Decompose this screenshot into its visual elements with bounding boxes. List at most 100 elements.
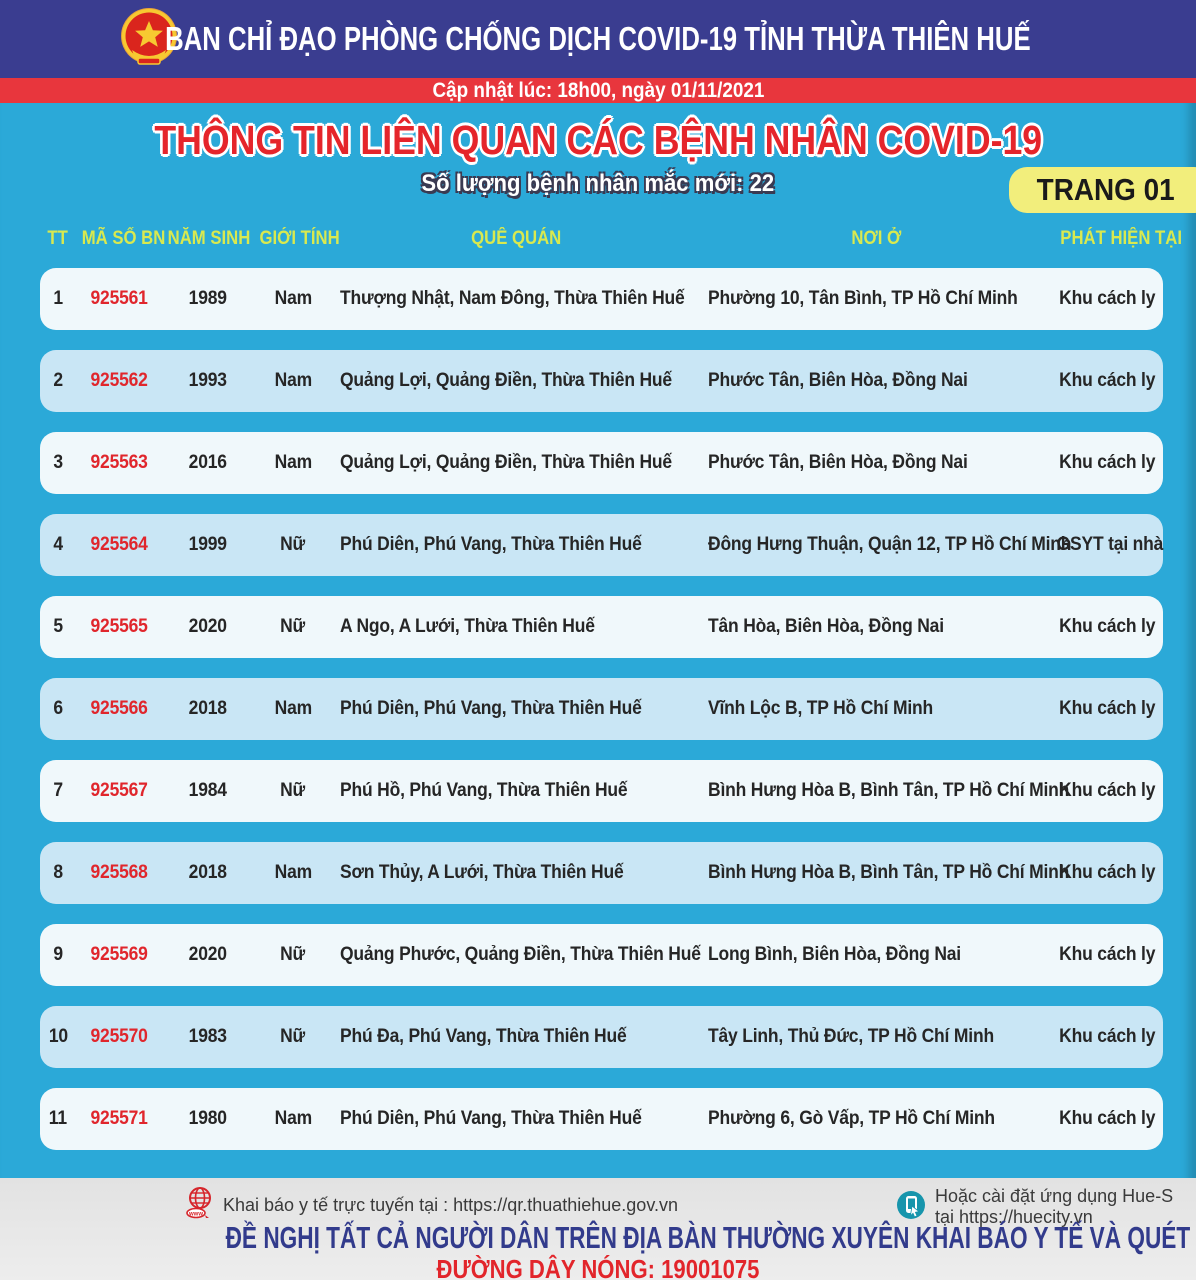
gender: Nữ [280, 944, 306, 965]
residence: Bình Hưng Hòa B, Bình Tân, TP Hồ Chí Min… [708, 780, 1070, 801]
hotline-text: ĐƯỜNG DÂY NÓNG: 19001075 [436, 1254, 760, 1280]
row-index: 2 [53, 370, 63, 391]
gender: Nam [274, 1108, 312, 1129]
detected-at: Khu cách ly [1059, 370, 1156, 391]
update-banner: Cập nhật lúc: 18h00, ngày 01/11/2021 [0, 78, 1196, 103]
residence: Tân Hòa, Biên Hòa, Đồng Nai [708, 616, 944, 637]
hometown: Sơn Thủy, A Lưới, Thừa Thiên Huế [340, 862, 624, 883]
gender: Nữ [280, 616, 306, 637]
health-declaration-text: Khai báo y tế trực tuyến tại : https://q… [223, 1195, 678, 1215]
row-index: 10 [48, 1026, 68, 1047]
residence: Long Bình, Biên Hòa, Đồng Nai [708, 944, 961, 965]
public-notice-text: ĐỀ NGHỊ TẤT CẢ NGƯỜI DÂN TRÊN ĐỊA BÀN TH… [225, 1220, 1196, 1255]
hometown: Quảng Lợi, Quảng Điền, Thừa Thiên Huế [340, 452, 672, 473]
hometown: Thượng Nhật, Nam Đông, Thừa Thiên Huế [340, 288, 685, 309]
top-header: BAN CHỈ ĐẠO PHÒNG CHỐNG DỊCH COVID-19 TỈ… [0, 0, 1196, 78]
gender: Nữ [280, 1026, 306, 1047]
detected-at: Khu cách ly [1059, 452, 1156, 473]
table-row: 2 925562 1993 Nam Quảng Lợi, Quảng Điền,… [40, 350, 1163, 412]
patient-code: 925562 [90, 370, 148, 391]
health-declaration-link: www Khai báo y tế trực tuyến tại : https… [186, 1186, 678, 1225]
page-number-badge: TRANG 01 [1008, 167, 1196, 213]
col-header-gender: GIỚI TÍNH [259, 228, 340, 249]
birth-year: 1993 [188, 370, 228, 391]
col-header-detected: PHÁT HIỆN TẠI [1060, 228, 1182, 249]
row-index: 11 [48, 1108, 68, 1129]
table-row: 10 925570 1983 Nữ Phú Đa, Phú Vang, Thừa… [40, 1006, 1163, 1068]
patient-code: 925564 [90, 534, 148, 555]
hometown: A Ngo, A Lưới, Thừa Thiên Huế [340, 616, 595, 637]
page-title: THÔNG TIN LIÊN QUAN CÁC BỆNH NHÂN COVID-… [0, 117, 1196, 164]
detected-at: Khu cách ly [1059, 288, 1156, 309]
update-banner-text: Cập nhật lúc: 18h00, ngày 01/11/2021 [432, 78, 764, 102]
col-header-residence: NƠI Ở [851, 228, 901, 249]
hometown: Phú Hồ, Phú Vang, Thừa Thiên Huế [340, 780, 628, 801]
gender: Nam [274, 452, 312, 473]
page-title-text: THÔNG TIN LIÊN QUAN CÁC BỆNH NHÂN COVID-… [154, 117, 1042, 163]
globe-www-icon: www [186, 1186, 214, 1225]
hometown: Phú Diên, Phú Vang, Thừa Thiên Huế [340, 698, 642, 719]
org-title-text: BAN CHỈ ĐẠO PHÒNG CHỐNG DỊCH COVID-19 TỈ… [165, 20, 1031, 57]
birth-year: 2020 [188, 944, 228, 965]
hue-s-app-link: Hoặc cài đặt ứng dụng Hue-S tại https://… [896, 1186, 1196, 1228]
detected-at: Khu cách ly [1059, 1026, 1156, 1047]
hue-s-app-icon [896, 1190, 926, 1225]
row-index: 5 [53, 616, 63, 637]
detected-at: GSYT tại nhà [1056, 534, 1164, 555]
patient-code: 925567 [90, 780, 148, 801]
footer: www Khai báo y tế trực tuyến tại : https… [0, 1178, 1196, 1280]
patient-code: 925568 [90, 862, 148, 883]
row-index: 7 [53, 780, 63, 801]
detected-at: Khu cách ly [1059, 780, 1156, 801]
birth-year: 2020 [188, 616, 228, 637]
patient-code: 925565 [90, 616, 148, 637]
residence: Đông Hưng Thuận, Quận 12, TP Hồ Chí Minh [708, 534, 1072, 555]
col-header-tt: TT [47, 228, 69, 249]
residence: Phước Tân, Biên Hòa, Đồng Nai [708, 370, 968, 391]
col-header-birthyear: NĂM SINH [167, 228, 251, 249]
new-cases-subtitle: Số lượng bệnh nhân mắc mới: 22 [0, 170, 1196, 198]
row-index: 9 [53, 944, 63, 965]
residence: Bình Hưng Hòa B, Bình Tân, TP Hồ Chí Min… [708, 862, 1070, 883]
detected-at: Khu cách ly [1059, 862, 1156, 883]
table-row: 9 925569 2020 Nữ Quảng Phước, Quảng Điền… [40, 924, 1163, 986]
page-number-text: TRANG 01 [1036, 172, 1175, 207]
col-header-hometown: QUÊ QUÁN [470, 228, 562, 249]
hometown: Phú Đa, Phú Vang, Thừa Thiên Huế [340, 1026, 627, 1047]
patient-code: 925566 [90, 698, 148, 719]
row-index: 3 [53, 452, 63, 473]
row-index: 1 [53, 288, 63, 309]
gender: Nam [274, 698, 312, 719]
gender: Nữ [280, 534, 306, 555]
birth-year: 1983 [188, 1026, 228, 1047]
detected-at: Khu cách ly [1059, 616, 1156, 637]
new-cases-subtitle-text: Số lượng bệnh nhân mắc mới: 22 [421, 170, 775, 197]
patient-code: 925570 [90, 1026, 148, 1047]
birth-year: 2018 [188, 862, 228, 883]
org-title: BAN CHỈ ĐẠO PHÒNG CHỐNG DỊCH COVID-19 TỈ… [43, 20, 1153, 58]
birth-year: 1999 [188, 534, 228, 555]
table-row: 11 925571 1980 Nam Phú Diên, Phú Vang, T… [40, 1088, 1163, 1150]
hometown: Phú Diên, Phú Vang, Thừa Thiên Huế [340, 1108, 642, 1129]
patient-code: 925571 [90, 1108, 148, 1129]
patient-code: 925561 [90, 288, 148, 309]
residence: Tây Linh, Thủ Đức, TP Hồ Chí Minh [708, 1026, 994, 1047]
birth-year: 1980 [188, 1108, 228, 1129]
hometown: Quảng Phước, Quảng Điền, Thừa Thiên Huế [340, 944, 701, 965]
table-row: 1 925561 1989 Nam Thượng Nhật, Nam Đông,… [40, 268, 1163, 330]
row-index: 8 [53, 862, 63, 883]
col-header-code: MÃ SỐ BN [81, 228, 166, 249]
public-notice: ĐỀ NGHỊ TẤT CẢ NGƯỜI DÂN TRÊN ĐỊA BÀN TH… [0, 1220, 1196, 1256]
patient-table-body: 1 925561 1989 Nam Thượng Nhật, Nam Đông,… [40, 268, 1163, 1170]
gender: Nữ [280, 780, 306, 801]
residence: Phước Tân, Biên Hòa, Đồng Nai [708, 452, 968, 473]
table-row: 4 925564 1999 Nữ Phú Diên, Phú Vang, Thừ… [40, 514, 1163, 576]
gender: Nam [274, 288, 312, 309]
detected-at: Khu cách ly [1059, 1108, 1156, 1129]
patient-code: 925569 [90, 944, 148, 965]
residence: Vĩnh Lộc B, TP Hồ Chí Minh [708, 698, 934, 719]
birth-year: 1984 [188, 780, 228, 801]
row-index: 6 [53, 698, 63, 719]
table-row: 8 925568 2018 Nam Sơn Thủy, A Lưới, Thừa… [40, 842, 1163, 904]
